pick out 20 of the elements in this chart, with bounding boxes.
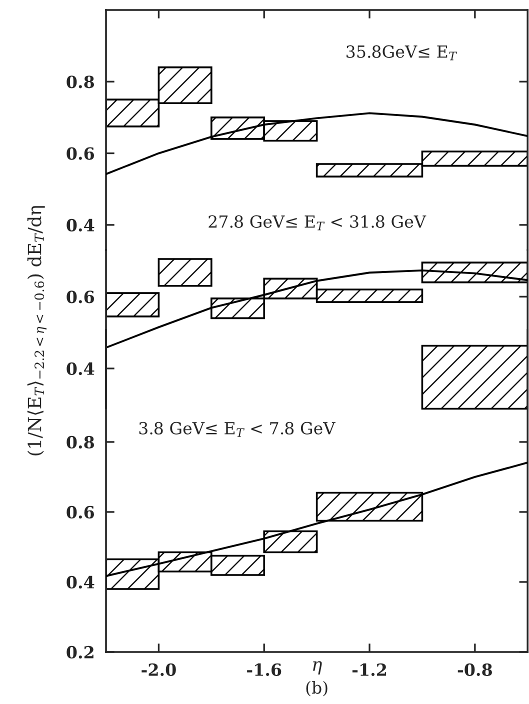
y-tick-label: 0.6 [66, 147, 94, 160]
x-tick-label: -1.6 [247, 663, 282, 676]
y-tick-label: 0.8 [66, 436, 94, 449]
annotation: 27.8 GeV≤ E$_{T}$ < 31.8 GeV [208, 215, 426, 230]
line-series [106, 112, 528, 176]
y-tick-label: 0.4 [66, 576, 94, 589]
y-tick-label: 0.2 [66, 646, 94, 659]
y-axis-title: (1/N⟨E$_{T}$⟩$_{−2.2<η<−0.6}$) dE$_{T}$/dη [27, 206, 47, 456]
annotation: 3.8 GeV≤ E$_{T}$ < 7.8 GeV [139, 422, 336, 437]
x-tick-label: -2.0 [142, 663, 176, 676]
annotation: 35.8GeV≤ E$_{T}$ [346, 45, 458, 60]
y-tick-label: 0.6 [66, 290, 94, 304]
y-tick-label: 0.4 [66, 362, 94, 376]
x-axis-title: η [313, 661, 322, 674]
y-tick-label: 0.8 [66, 76, 94, 88]
text: (b) [306, 680, 328, 696]
y-tick-label: 0.4 [66, 218, 94, 232]
y-tick-label: 0.6 [66, 506, 94, 519]
x-tick-label: -1.2 [352, 663, 386, 676]
x-tick-label: -0.8 [458, 663, 492, 676]
